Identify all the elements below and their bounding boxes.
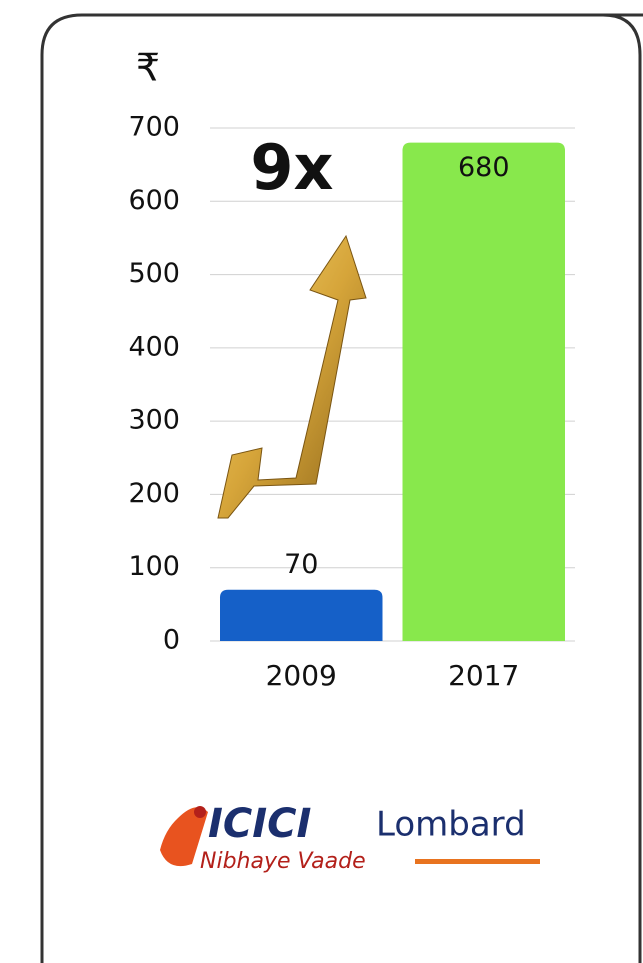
value-label: 70: [284, 549, 318, 580]
y-tick-label: 200: [128, 478, 180, 509]
bar: [220, 589, 383, 641]
logo: ICICI Lombard Nibhaye Vaade: [160, 801, 540, 874]
growth-arrow: [217, 234, 367, 519]
logo-icon-dot: [194, 806, 206, 818]
plot: 0 100 200 300 400 500 600 700 2009 70 2017 680: [128, 112, 575, 692]
y-tick-label: 300: [128, 405, 180, 436]
y-tick-label: 100: [128, 551, 180, 582]
logo-name: Lombard: [376, 805, 526, 845]
y-tick-label: 0: [163, 625, 180, 656]
x-tick-label: 2009: [266, 659, 337, 692]
logo-tagline: Nibhaye Vaade: [200, 849, 366, 874]
card-border: [602, 13, 642, 963]
logo-brand: ICICI: [208, 801, 311, 847]
x-tick-label: 2017: [448, 659, 519, 692]
y-tick-label: 400: [128, 331, 180, 362]
y-tick-label: 500: [128, 258, 180, 289]
logo-underline: [415, 859, 540, 864]
y-axis-label: ₹: [136, 46, 160, 90]
card-border: [40, 13, 643, 963]
bar: [402, 142, 565, 641]
y-tick-label: 600: [128, 185, 180, 216]
logo-icon: [160, 807, 208, 867]
y-tick-label: 700: [128, 112, 180, 143]
value-label: 680: [458, 152, 510, 183]
annotation: 9x: [250, 131, 333, 204]
